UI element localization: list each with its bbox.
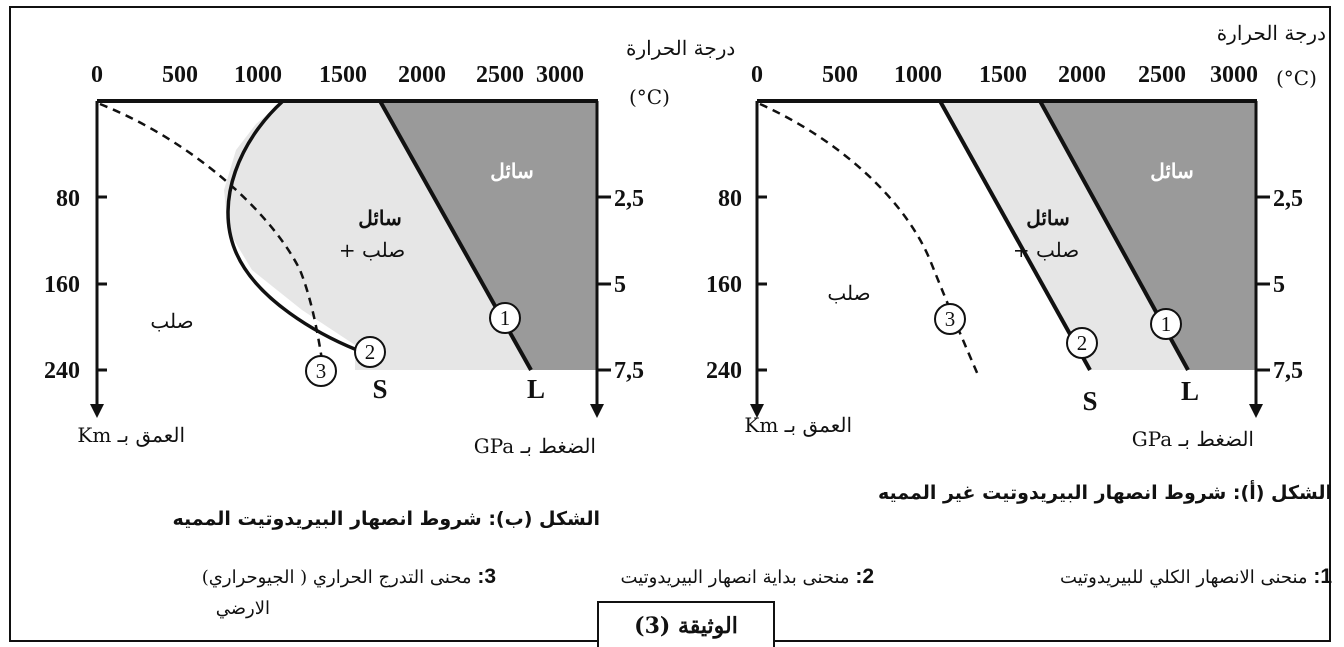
region-mix-label-2: + صلب [339, 238, 405, 262]
pressure-label-2-5: 2,5 [614, 186, 644, 212]
temp-tick-3000: 3000 [536, 62, 584, 88]
temperature-unit: (°C) [629, 85, 670, 109]
temp-tick-1500: 1500 [319, 62, 367, 88]
document-label: الوثيقة (3) [634, 613, 738, 639]
legend-item-1: 1: منحنى الانصهار الكلي للبيريدوتيت [1060, 565, 1332, 589]
temp-tick-0: 0 [91, 62, 103, 88]
curve-l-label: L [1181, 376, 1199, 406]
marker-2-circle [354, 336, 386, 368]
region-mix-label-1: سائل [1026, 206, 1070, 230]
liquid-region [380, 101, 597, 370]
region-liquid-label: سائل [1150, 159, 1194, 183]
marker-1-label: 1 [500, 306, 511, 330]
temp-tick-500: 500 [822, 62, 858, 88]
region-mix-label-2: + صلب [1013, 238, 1079, 262]
liquid-solid-region [940, 101, 1188, 370]
temp-tick-1500: 1500 [979, 62, 1027, 88]
curve-2-solidus [938, 100, 1092, 371]
legend-item-3: 3: محنى التدرج الحراري ( الجيوحراري) [202, 565, 496, 589]
depth-label-240: 240 [44, 358, 80, 384]
depth-arrow [750, 404, 764, 418]
temp-tick-2500: 2500 [476, 62, 524, 88]
temp-tick-2000: 2000 [398, 62, 446, 88]
legend-item-1-number: 1: [1313, 565, 1332, 588]
region-mix-label-1: سائل [358, 206, 402, 230]
region-solid-label: صلب [827, 281, 870, 305]
legend-item-3-text: محنى التدرج الحراري ( الجيوحراري) [201, 567, 472, 588]
pressure-label-7-5: 7,5 [614, 358, 644, 384]
temp-tick-3000: 3000 [1210, 62, 1258, 88]
curve-l-label: L [527, 374, 545, 404]
legend-item-1-text: منحنى الانصهار الكلي للبيريدوتيت [1060, 567, 1308, 588]
figure-b: 0 500 1000 1500 2000 2500 3000 80 160 24… [44, 36, 735, 458]
temp-tick-500: 500 [162, 62, 198, 88]
depth-label-240: 240 [706, 358, 742, 384]
curve-3-geotherm [759, 102, 980, 376]
pressure-axis-label: الضغط بـ GPa [474, 434, 596, 458]
region-liquid-label: سائل [490, 159, 534, 183]
legend-item-2: 2: منحنى بداية انصهار البيريدوتيت [621, 565, 874, 589]
figure-b-caption: الشكل (ب): شروط انصهار البيريدوتيت الممي… [172, 508, 600, 530]
marker-2-label: 2 [365, 340, 376, 364]
depth-arrow [90, 404, 104, 418]
depth-label-160: 160 [44, 272, 80, 298]
marker-3-label: 3 [945, 307, 956, 331]
figure-a: 0 500 1000 1500 2000 2500 3000 80 160 24… [706, 21, 1326, 451]
liquid-region [1040, 101, 1256, 370]
marker-1-circle [489, 302, 521, 334]
curve-s-label: S [372, 374, 387, 404]
temp-tick-2000: 2000 [1058, 62, 1106, 88]
temperature-unit: (°C) [1276, 66, 1317, 90]
marker-2-circle [1066, 327, 1098, 359]
pressure-label-5: 5 [614, 272, 626, 298]
legend-item-2-number: 2: [855, 565, 874, 588]
depth-label-160: 160 [706, 272, 742, 298]
pressure-label-7-5: 7,5 [1273, 358, 1303, 384]
legend-item-2-text: منحنى بداية انصهار البيريدوتيت [620, 567, 850, 588]
marker-3-circle [934, 303, 966, 335]
liquid-solid-region [224, 101, 531, 370]
pressure-arrow [1249, 404, 1263, 418]
temp-tick-1000: 1000 [234, 62, 282, 88]
temp-tick-2500: 2500 [1138, 62, 1186, 88]
depth-axis-label: العمق بـ Km [77, 423, 185, 447]
curve-2-solidus [226, 99, 358, 352]
marker-3-circle [305, 355, 337, 387]
pressure-label-2-5: 2,5 [1273, 186, 1303, 212]
legend-item-3-line-2: الارضي [215, 598, 270, 619]
pressure-axis-label: الضغط بـ GPa [1132, 427, 1254, 451]
temperature-axis-label: درجة الحرارة [626, 36, 735, 60]
figure-a-caption: الشكل (أ): شروط انصهار البيريدوتيت غير ا… [877, 482, 1332, 504]
temp-tick-0: 0 [751, 62, 763, 88]
region-solid-label: صلب [150, 309, 193, 333]
curve-s-label: S [1082, 386, 1097, 416]
marker-1-circle [1150, 308, 1182, 340]
marker-2-label: 2 [1077, 331, 1088, 355]
document-label-box: الوثيقة (3) [597, 601, 775, 647]
legend-item-3-number: 3: [477, 565, 496, 588]
temperature-axis-label: درجة الحرارة [1217, 21, 1326, 45]
temp-tick-1000: 1000 [894, 62, 942, 88]
marker-3-label: 3 [316, 359, 327, 383]
depth-label-80: 80 [718, 186, 742, 212]
curve-3-geotherm [99, 102, 324, 361]
depth-axis-label: العمق بـ Km [744, 413, 852, 437]
marker-1-label: 1 [1161, 312, 1172, 336]
pressure-arrow [590, 404, 604, 418]
depth-label-80: 80 [56, 186, 80, 212]
pressure-label-5: 5 [1273, 272, 1285, 298]
